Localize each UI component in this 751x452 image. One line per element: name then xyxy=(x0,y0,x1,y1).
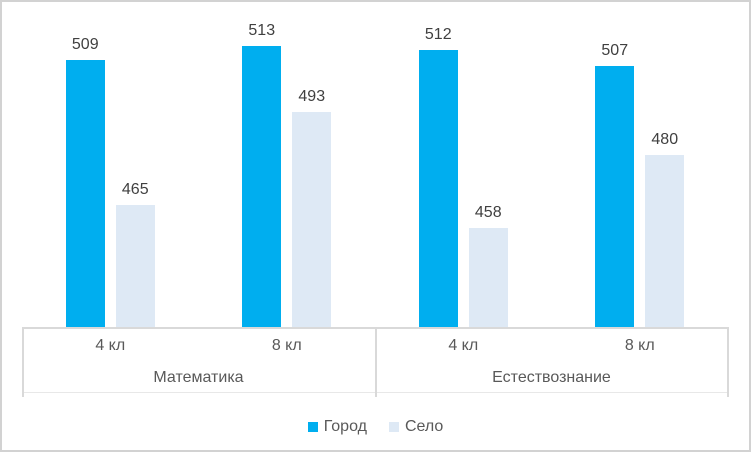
axis-tick-label: 4 кл xyxy=(95,336,126,354)
legend-item-city: Город xyxy=(307,418,367,436)
barwrap-village: 465 xyxy=(115,181,155,327)
data-label-village: 465 xyxy=(121,181,149,198)
legend-swatch-city-icon xyxy=(307,422,318,432)
data-label-city: 512 xyxy=(424,26,452,43)
axis-group-row: Математика Естествознание xyxy=(22,362,728,393)
legend-label-city: Город xyxy=(323,418,367,435)
barwrap-city: 513 xyxy=(242,22,282,327)
legend: Город Село xyxy=(2,418,749,436)
data-label-city: 509 xyxy=(71,36,99,53)
barwrap-village: 458 xyxy=(468,204,508,327)
axis-separator-left xyxy=(22,327,24,397)
bar-group-estestvoznanie-4kl: 512 458 xyxy=(375,2,552,327)
axis-tick-label: 4 кл xyxy=(448,336,479,354)
bar-village-matematika-4kl xyxy=(115,205,155,327)
axis-tick-label: 8 кл xyxy=(624,336,655,354)
legend-item-village: Село xyxy=(388,418,444,436)
data-label-village: 480 xyxy=(651,131,679,148)
bar-village-estestvoznanie-8kl xyxy=(645,155,685,327)
bar-city-estestvoznanie-8kl xyxy=(595,66,635,327)
axis-separator-middle xyxy=(375,327,377,397)
legend-swatch-village-icon xyxy=(388,422,399,432)
barwrap-village: 493 xyxy=(292,88,332,327)
bar-group-matematika-8kl: 513 493 xyxy=(199,2,376,327)
data-label-city: 507 xyxy=(601,42,629,59)
bar-group-estestvoznanie-8kl: 507 480 xyxy=(552,2,729,327)
bar-city-matematika-4kl xyxy=(65,60,105,327)
plot-area: 509 465 513 493 512 458 xyxy=(22,2,728,327)
bar-city-estestvoznanie-4kl xyxy=(418,50,458,327)
barwrap-city: 512 xyxy=(418,26,458,327)
data-label-village: 493 xyxy=(298,88,326,105)
bar-group-matematika-4kl: 509 465 xyxy=(22,2,199,327)
barwrap-village: 480 xyxy=(645,131,685,327)
legend-label-village: Село xyxy=(404,418,444,435)
bar-city-matematika-8kl xyxy=(242,46,282,327)
bar-village-estestvoznanie-4kl xyxy=(468,228,508,327)
axis-separator-right xyxy=(727,327,729,397)
axis-group-label: Естествознание xyxy=(492,368,611,386)
data-label-village: 458 xyxy=(474,204,502,221)
bar-village-matematika-8kl xyxy=(292,112,332,327)
axis-tick-label: 8 кл xyxy=(271,336,302,354)
barwrap-city: 509 xyxy=(65,36,105,327)
data-label-city: 513 xyxy=(248,22,276,39)
barwrap-city: 507 xyxy=(595,42,635,327)
axis-tick-row: 4 кл 8 кл 4 кл 8 кл xyxy=(22,329,728,362)
axis-group-label: Математика xyxy=(153,368,244,386)
